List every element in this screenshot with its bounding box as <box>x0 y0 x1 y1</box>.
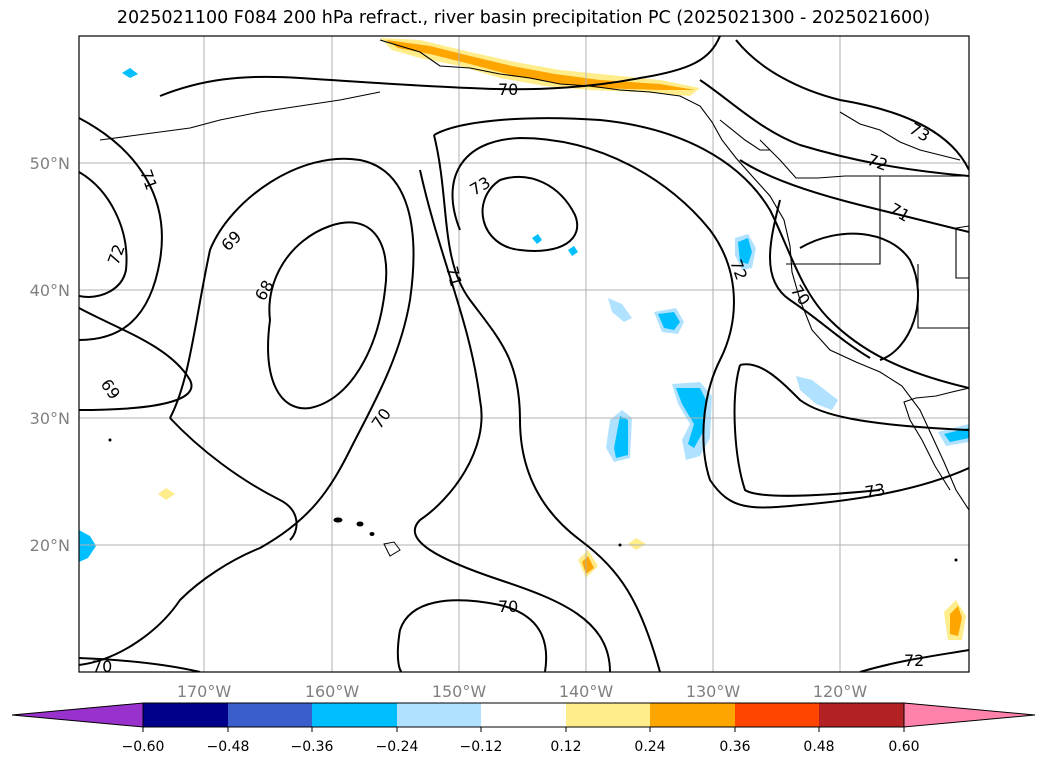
contour-69 <box>79 157 415 666</box>
colorbar-tick-label: 0.24 <box>634 739 665 755</box>
colorbar-tick-label: −0.36 <box>291 739 334 755</box>
colorbar-segment <box>397 703 481 727</box>
contour-73 <box>481 175 578 252</box>
colorbar-tick-label: 0.48 <box>803 739 834 755</box>
contour-72-north <box>699 79 969 177</box>
lon-label: 130°W <box>686 682 741 701</box>
contour-label: 72 <box>904 651 924 670</box>
lon-label: 120°W <box>813 682 868 701</box>
map-frame <box>78 35 970 673</box>
lat-label: 20°N <box>30 536 70 555</box>
contour-73-north <box>735 39 969 171</box>
colorbar: −0.60 −0.48 −0.36 −0.24 −0.12 0.12 0.24 … <box>11 702 1036 755</box>
contour-71-west <box>79 117 163 341</box>
contour-label: 70 <box>92 657 112 676</box>
lat-label: 40°N <box>30 281 70 300</box>
contour-73-east <box>451 136 969 509</box>
contour-71-north <box>739 159 969 233</box>
colorbar-extend-high <box>903 702 1036 728</box>
colorbar-segment <box>481 703 566 727</box>
colorbar-segment <box>735 703 819 727</box>
longitude-labels: 170°W 160°W 150°W 140°W 130°W 120°W <box>177 682 868 701</box>
colorbar-tick-label: 0.60 <box>888 739 919 755</box>
lon-label: 160°W <box>305 682 360 701</box>
latitude-labels: 50°N 40°N 30°N 20°N <box>30 154 70 555</box>
colorbar-tick-label: −0.60 <box>122 739 165 755</box>
lon-label: 170°W <box>177 682 232 701</box>
refractivity-contours <box>79 36 969 672</box>
colorbar-tick-label: −0.48 <box>207 739 250 755</box>
colorbar-segment <box>650 703 735 727</box>
contour-68 <box>267 221 388 410</box>
colorbar-tick-label: −0.12 <box>460 739 503 755</box>
contour-label: 70 <box>498 597 518 616</box>
colorbar-segment <box>228 703 312 727</box>
contour-label: 70 <box>498 80 518 99</box>
contour-69-west <box>79 307 193 411</box>
contour-72 <box>433 117 969 389</box>
colorbar-tick-label: −0.24 <box>376 739 419 755</box>
map-area <box>79 36 969 672</box>
contour-label: 71 <box>442 264 466 289</box>
coastlines <box>99 39 969 511</box>
gridlines <box>79 36 969 672</box>
contour-70 <box>413 169 611 672</box>
colorbar-segment <box>566 703 650 727</box>
colorbar-segment <box>143 703 228 727</box>
contour-71 <box>433 134 661 672</box>
colorbar-extend-low <box>11 702 144 728</box>
lon-label: 150°W <box>432 682 487 701</box>
contour-label: 73 <box>863 480 886 502</box>
islands <box>108 438 958 562</box>
lat-label: 50°N <box>30 154 70 173</box>
lon-label: 140°W <box>559 682 614 701</box>
lat-label: 30°N <box>30 409 70 428</box>
colorbar-segment <box>819 703 904 727</box>
colorbar-segment <box>312 703 397 727</box>
colorbar-tick-label: 0.36 <box>719 739 750 755</box>
map-title: 2025021100 F084 200 hPa refract., river … <box>116 8 931 28</box>
colorbar-tick-label: 0.12 <box>550 739 581 755</box>
contour-72-west <box>79 171 128 298</box>
